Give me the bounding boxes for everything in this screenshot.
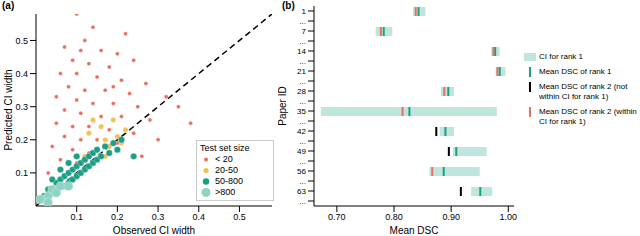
svg-text:...: ... — [299, 117, 306, 126]
html-text:(b): (b) — [282, 0, 295, 11]
svg-text:7: 7 — [302, 27, 307, 36]
html-text:(a): (a) — [2, 0, 15, 11]
html-text:>800: >800 — [215, 187, 236, 197]
svg-text:56: 56 — [297, 167, 306, 176]
svg-text:0.5: 0.5 — [15, 36, 28, 46]
svg-text:...: ... — [299, 177, 306, 186]
svg-text:0.4: 0.4 — [15, 69, 28, 79]
html-text:50-800: 50-800 — [215, 176, 243, 186]
svg-text:21: 21 — [297, 67, 306, 76]
html-text:CI for rank 1: CI for rank 1 — [539, 52, 583, 61]
svg-text:...: ... — [299, 77, 306, 86]
html-text:Mean DSC of rank 2 (within CI: Mean DSC of rank 2 (within CI for rank 1… — [539, 107, 637, 126]
svg-text:14: 14 — [297, 47, 306, 56]
svg-text:42: 42 — [297, 127, 306, 136]
svg-text:0.1: 0.1 — [70, 212, 83, 222]
html-text:Test set size: Test set size — [200, 143, 250, 153]
svg-text:63: 63 — [297, 187, 306, 196]
svg-text:...: ... — [299, 97, 306, 106]
svg-text:Paper ID: Paper ID — [278, 86, 288, 125]
html-text:Mean DSC of rank 2 (not within: Mean DSC of rank 2 (not within CI for ra… — [539, 82, 628, 101]
html-text:< 20: < 20 — [215, 154, 233, 164]
svg-text:49: 49 — [297, 147, 306, 156]
svg-text:Observed CI width: Observed CI width — [113, 225, 195, 236]
svg-text:...: ... — [299, 37, 306, 46]
svg-text:28: 28 — [297, 87, 306, 96]
svg-text:Mean DSC: Mean DSC — [390, 225, 439, 236]
svg-text:0.5: 0.5 — [233, 212, 246, 222]
svg-text:0.3: 0.3 — [152, 212, 165, 222]
svg-text:0.90: 0.90 — [442, 212, 460, 222]
svg-text:0.80: 0.80 — [385, 212, 403, 222]
svg-text:0.2: 0.2 — [111, 212, 124, 222]
svg-text:...: ... — [299, 197, 306, 206]
svg-text:...: ... — [299, 17, 306, 26]
svg-text:0.3: 0.3 — [15, 102, 28, 112]
svg-text:0.4: 0.4 — [193, 212, 206, 222]
svg-text:...: ... — [299, 57, 306, 66]
svg-text:1.00: 1.00 — [500, 212, 518, 222]
svg-text:1: 1 — [302, 7, 307, 16]
svg-text:...: ... — [299, 137, 306, 146]
svg-text:...: ... — [299, 157, 306, 166]
svg-text:35: 35 — [297, 107, 306, 116]
html-text:20-50: 20-50 — [215, 165, 238, 175]
svg-text:Predicted CI width: Predicted CI width — [8, 69, 14, 150]
svg-text:0.1: 0.1 — [15, 168, 28, 178]
html-text:Mean DSC of rank 1: Mean DSC of rank 1 — [539, 67, 612, 76]
svg-text:0.70: 0.70 — [328, 212, 346, 222]
svg-text:0.2: 0.2 — [15, 135, 28, 145]
